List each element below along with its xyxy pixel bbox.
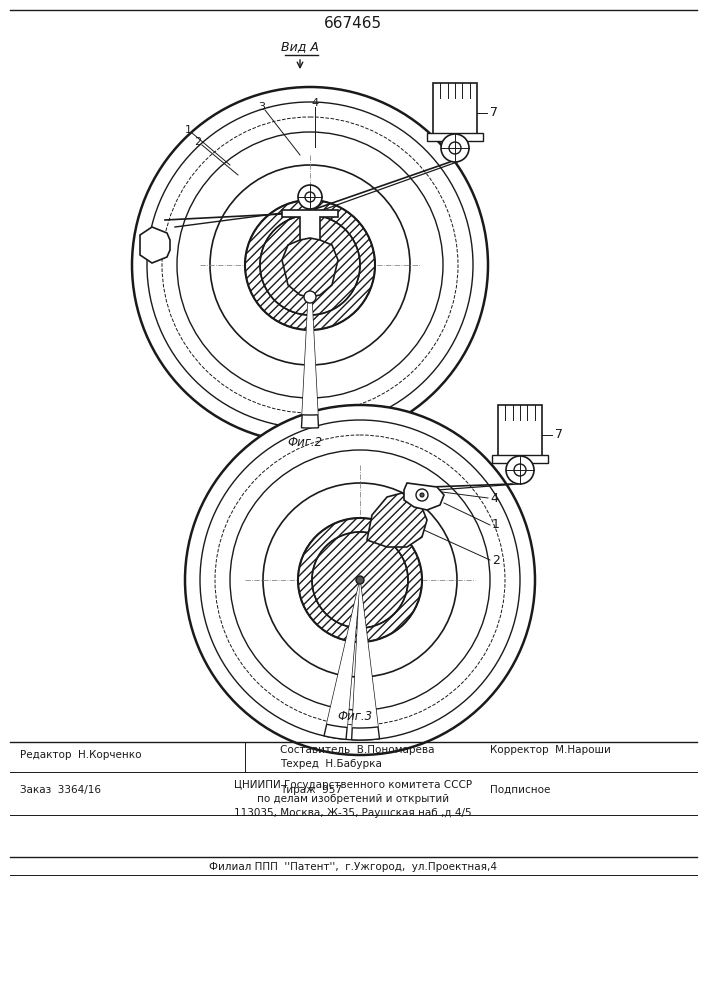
Circle shape [215,435,505,725]
Text: Подписное: Подписное [490,785,550,795]
Circle shape [356,576,364,584]
Circle shape [312,532,408,628]
Text: 7: 7 [555,428,563,442]
Circle shape [125,80,495,450]
Bar [427,133,483,141]
Circle shape [230,450,490,710]
Circle shape [210,165,410,365]
Text: 113035, Москва, Ж-35, Раушская наб.,д.4/5: 113035, Москва, Ж-35, Раушская наб.,д.4/… [234,808,472,818]
Circle shape [147,102,473,428]
Text: ЦНИИПИ Государственного комитета СССР: ЦНИИПИ Государственного комитета СССР [234,780,472,790]
Wedge shape [327,580,360,727]
Circle shape [298,185,322,209]
Circle shape [263,483,457,677]
Circle shape [185,405,535,755]
Text: Заказ  3364/16: Заказ 3364/16 [20,785,101,795]
Text: 667465: 667465 [324,16,382,31]
Circle shape [441,134,469,162]
Text: Вид А: Вид А [281,40,319,53]
Circle shape [416,489,428,501]
Circle shape [506,456,534,484]
Text: Редактор  Н.Корченко: Редактор Н.Корченко [20,750,141,760]
Text: Филиал ППП  ''Патент'',  г.Ужгород,  ул.Проектная,4: Филиал ППП ''Патент'', г.Ужгород, ул.Про… [209,862,497,872]
Wedge shape [351,580,380,740]
Circle shape [305,192,315,202]
Circle shape [260,215,360,315]
Polygon shape [282,210,338,245]
Text: Фиг.3: Фиг.3 [337,710,373,724]
Wedge shape [301,265,319,428]
Text: 4: 4 [490,491,498,504]
Text: Тираж  957: Тираж 957 [280,785,342,795]
Circle shape [304,291,316,303]
Circle shape [175,395,545,765]
Text: 3: 3 [259,102,266,112]
Wedge shape [302,265,318,415]
Polygon shape [282,238,338,297]
Circle shape [298,518,422,642]
Text: 7: 7 [490,106,498,119]
Bar [498,405,542,457]
Bar [433,83,477,135]
Text: Фиг.2: Фиг.2 [288,436,322,450]
Text: по делам изобретений и открытий: по делам изобретений и открытий [257,794,449,804]
Circle shape [420,493,424,497]
Text: 4: 4 [312,98,319,108]
Text: 2: 2 [194,137,201,147]
Circle shape [162,117,458,413]
Text: 2: 2 [492,554,500,566]
Text: 1: 1 [185,125,192,135]
Circle shape [177,132,443,398]
Text: Составитель  В.Пономарева: Составитель В.Пономарева [280,745,435,755]
Wedge shape [324,580,360,739]
Text: 1: 1 [492,518,500,532]
Circle shape [449,142,461,154]
Circle shape [245,200,375,330]
Circle shape [132,87,488,443]
Bar [492,455,548,463]
Polygon shape [140,227,170,263]
Circle shape [200,420,520,740]
Text: Техред  Н.Бабурка: Техред Н.Бабурка [280,759,382,769]
Polygon shape [404,483,444,510]
Polygon shape [367,493,427,547]
Wedge shape [352,580,378,728]
Text: Корректор  М.Нароши: Корректор М.Нароши [490,745,611,755]
Circle shape [514,464,526,476]
